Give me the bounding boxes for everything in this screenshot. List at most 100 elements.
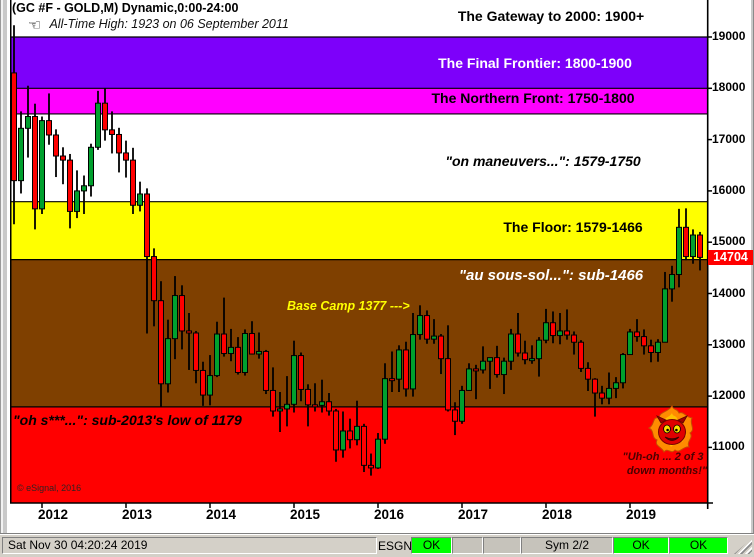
candle (585, 362, 591, 391)
status-ok-badge-2: OK (613, 537, 669, 554)
x-axis-label: 2012 (37, 507, 69, 522)
candle (109, 111, 115, 154)
candle (613, 377, 619, 399)
candle (18, 111, 24, 194)
candle (508, 328, 514, 370)
candle (312, 383, 318, 412)
candle (578, 340, 584, 372)
candle (424, 310, 430, 344)
candle (333, 408, 339, 462)
candle (522, 340, 528, 365)
candle (284, 376, 290, 427)
symbol-counter: Sym 2/2 (521, 537, 613, 554)
candle (662, 271, 668, 343)
window-left-frame (0, 0, 10, 533)
y-axis-label: 17000 (712, 131, 746, 146)
candle (235, 337, 241, 375)
candle (543, 308, 549, 344)
candle (669, 265, 675, 302)
candle (529, 345, 535, 364)
x-axis-label: 2014 (205, 507, 237, 522)
x-axis-label: 2019 (625, 507, 657, 522)
candle (263, 349, 269, 395)
zone-floor (11, 201, 707, 260)
candle (95, 90, 101, 150)
candle (137, 181, 143, 212)
candle (592, 378, 598, 417)
candle (305, 384, 311, 427)
candle (158, 281, 164, 407)
zone-gateway (11, 0, 707, 37)
candle (431, 319, 437, 344)
candlesticks (11, 25, 703, 476)
candle (599, 385, 605, 405)
candle (648, 339, 654, 363)
candle (67, 153, 73, 229)
candle (123, 140, 129, 178)
candle (557, 312, 563, 345)
uh-oh-caption-line1: "Uh-oh ... 2 of 3 (622, 451, 704, 463)
zone-label-floor: The Floor: 1579-1466 (503, 219, 643, 235)
candle (690, 229, 696, 264)
candle (277, 391, 283, 433)
candle (634, 319, 640, 342)
last-price-flag: 14704 (708, 249, 753, 265)
status-timestamp: Sat Nov 30 04:20:24 2019 (2, 537, 377, 554)
candle (53, 129, 59, 178)
y-axis-label: 12000 (712, 388, 746, 403)
candle (130, 147, 136, 214)
candle (60, 147, 66, 185)
candle (655, 339, 661, 362)
candle (25, 85, 31, 158)
candle (487, 357, 493, 389)
x-axis-label: 2013 (121, 507, 153, 522)
candle (501, 357, 507, 395)
candle (375, 433, 381, 469)
candle (641, 329, 647, 355)
candle (81, 175, 87, 214)
all-time-high-text: All-Time High: 1923 on 06 September 2011 (49, 17, 289, 31)
candle (354, 400, 360, 446)
candle (515, 312, 521, 357)
y-axis-label: 15000 (712, 234, 746, 249)
base-camp-annotation: Base Camp 1377 ---> (287, 299, 410, 313)
chart-title: (GC #F - GOLD,M) Dynamic,0:00-24:00 (12, 1, 239, 15)
candle (494, 345, 500, 378)
candle (410, 312, 416, 397)
candle (200, 361, 206, 406)
candle (214, 321, 220, 378)
candle (676, 208, 682, 288)
window-right-frame (751, 0, 754, 533)
candle (466, 363, 472, 391)
zone-label-gateway: The Gateway to 2000: 1900+ (457, 8, 645, 24)
candle (319, 379, 325, 413)
candle (606, 372, 612, 405)
candle (172, 276, 178, 360)
feed-status-badge: OK (411, 537, 452, 554)
candle (438, 334, 444, 375)
y-axis-label: 14000 (712, 285, 746, 300)
candle (326, 393, 332, 416)
x-axis-label: 2015 (289, 507, 321, 522)
candle (564, 309, 570, 340)
x-axis-label: 2016 (373, 507, 405, 522)
candle (186, 312, 192, 370)
candle (368, 453, 374, 476)
resize-grip[interactable] (734, 538, 752, 554)
candle (144, 188, 150, 334)
candle (683, 208, 689, 261)
candle (627, 328, 633, 356)
zone-oh-s (11, 406, 707, 503)
all-time-high-annotation: ☜ All-Time High: 1923 on 06 September 201… (28, 15, 289, 34)
candle (207, 355, 213, 406)
candle (88, 143, 94, 197)
candle (228, 328, 234, 362)
candle (536, 337, 542, 377)
candle (620, 353, 626, 389)
zone-label-sous-sol: "au sous-sol...": sub-1466 (458, 267, 644, 284)
candle (396, 345, 402, 392)
x-axis-label: 2018 (541, 507, 573, 522)
candle (193, 330, 199, 384)
